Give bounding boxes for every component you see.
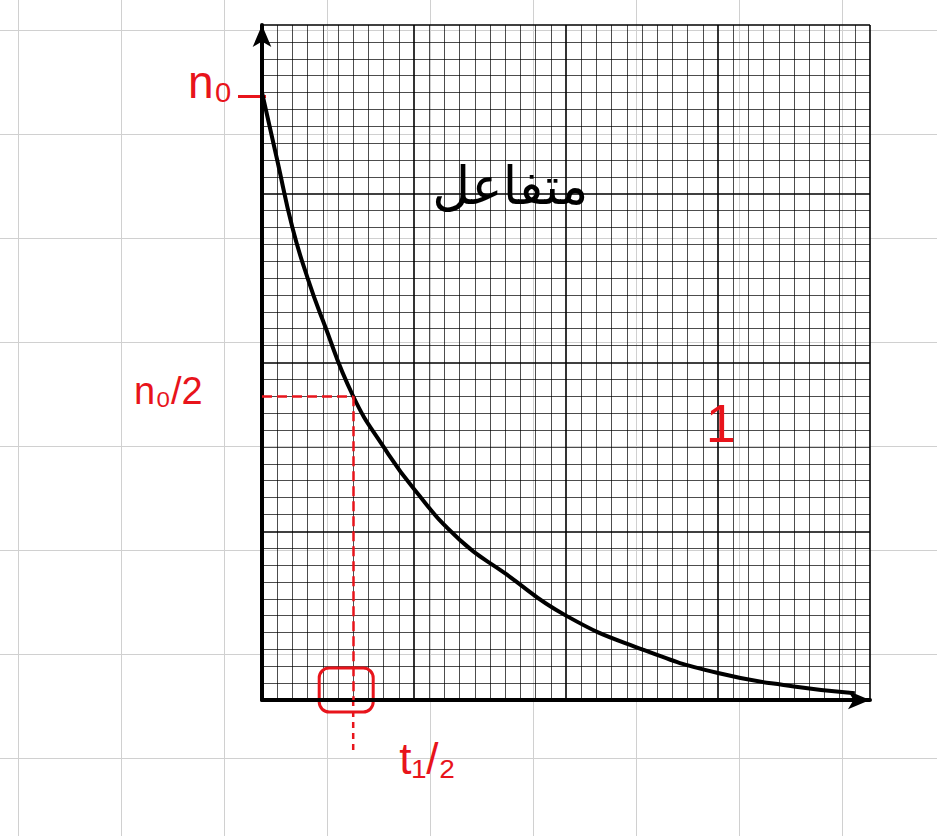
svg-text:متفاعل: متفاعل — [432, 156, 588, 216]
svg-text:n₀: n₀ — [188, 56, 233, 108]
svg-text:1: 1 — [706, 393, 736, 453]
svg-text:n₀/2: n₀/2 — [134, 370, 203, 412]
svg-text:t₁/₂: t₁/₂ — [399, 734, 455, 783]
